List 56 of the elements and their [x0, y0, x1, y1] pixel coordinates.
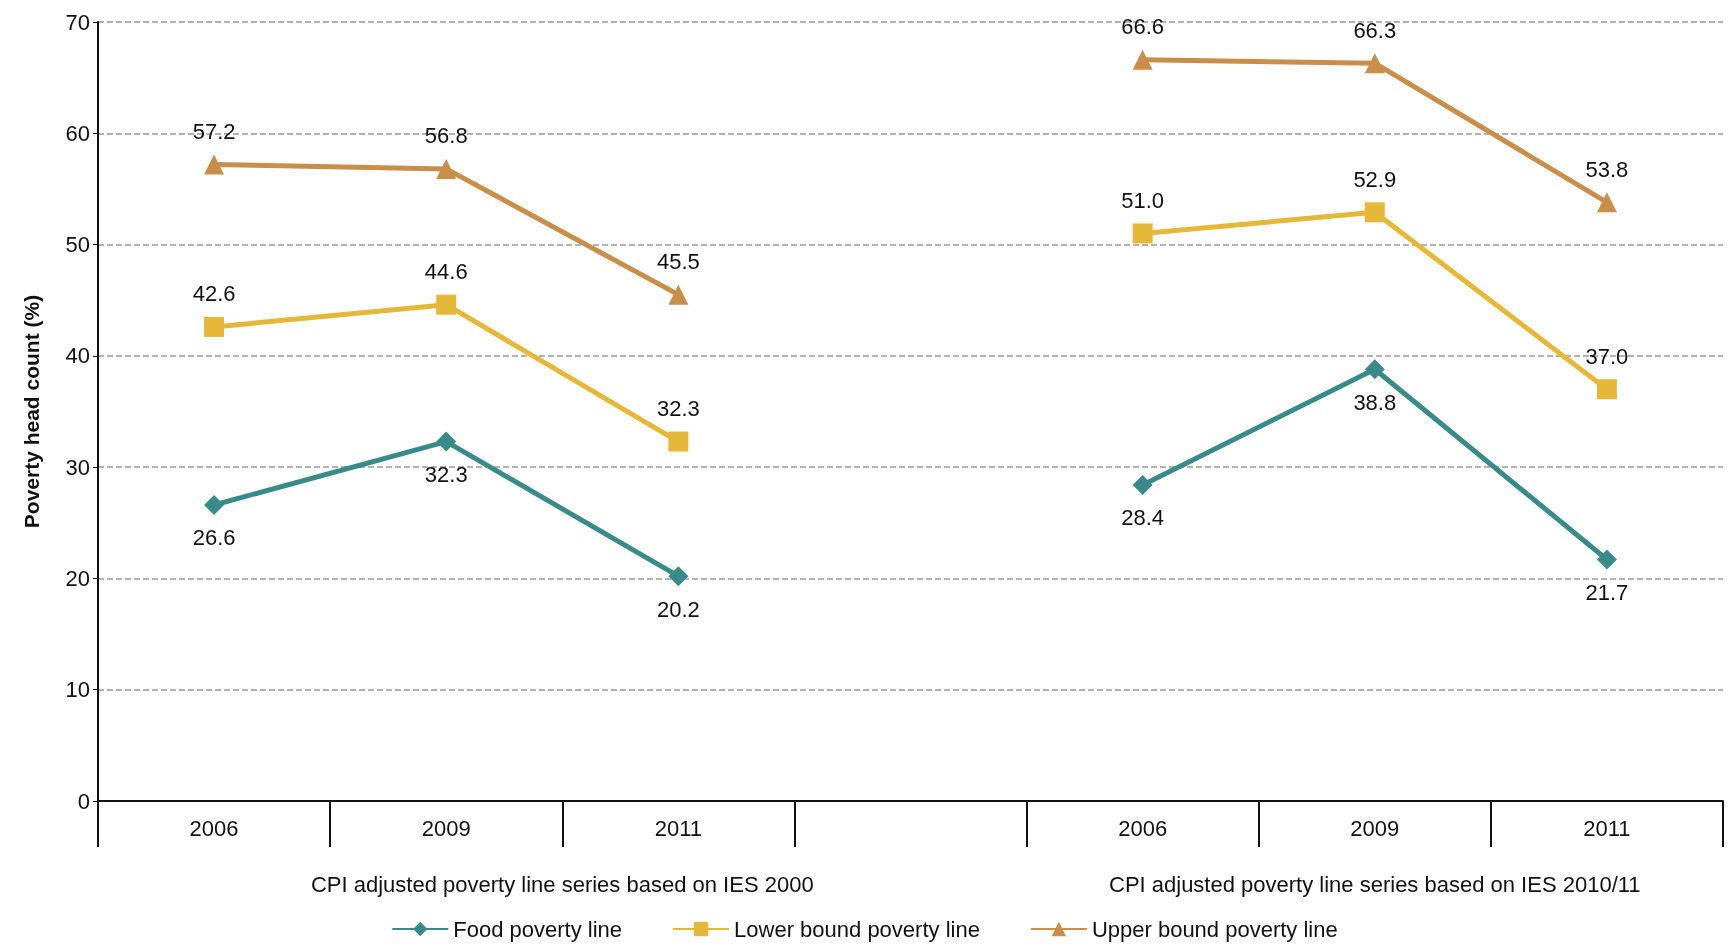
data-label: 26.6 [192, 525, 236, 551]
data-label: 53.8 [1585, 156, 1629, 182]
point [436, 294, 457, 315]
legend-label: Lower bound poverty line [734, 916, 980, 942]
data-label: 66.6 [1121, 14, 1165, 40]
legend-label: Upper bound poverty line [1091, 916, 1338, 942]
data-label: 32.3 [656, 396, 700, 422]
y-tick-label: 40 [65, 343, 90, 369]
point [204, 154, 225, 175]
x-tick-label: 2006 [1118, 815, 1168, 841]
text: CPI adjusted poverty line series based on IES 2000 [310, 871, 814, 897]
x-tick-label: 2011 [654, 815, 703, 841]
data-label: 42.6 [192, 281, 236, 307]
data-label: 20.2 [656, 596, 700, 622]
point [668, 566, 689, 587]
point [1132, 49, 1153, 70]
data-label: 66.3 [1353, 17, 1397, 43]
data-label: 52.9 [1353, 166, 1397, 192]
point [436, 431, 457, 452]
y-tick-label: 70 [65, 9, 90, 35]
data-label: 21.7 [1585, 580, 1629, 606]
point [1596, 379, 1617, 400]
x-tick-label: 2009 [421, 815, 471, 841]
data-label: 45.5 [656, 249, 700, 275]
y-axis-title: Poverty head count (%) [20, 294, 43, 529]
point [204, 316, 225, 337]
point [668, 431, 689, 452]
legend-label: Food poverty line [453, 916, 623, 942]
point [1364, 359, 1385, 380]
point [1364, 202, 1385, 223]
point [668, 284, 689, 305]
point [1596, 549, 1617, 570]
point [1132, 474, 1153, 495]
data-label: 44.6 [424, 259, 468, 285]
data-label: 56.8 [424, 123, 468, 149]
point [436, 158, 457, 179]
text: CPI adjusted poverty line series based on IES 2010/11 [1108, 871, 1641, 897]
data-label: 51.0 [1121, 187, 1165, 213]
x-tick-label: 2006 [189, 815, 239, 841]
point [1364, 53, 1385, 74]
x-tick-label: 2011 [1583, 815, 1631, 841]
point [1596, 192, 1617, 213]
data-label: 37.0 [1585, 343, 1629, 369]
data-label: 38.8 [1353, 389, 1397, 415]
y-tick-label: 10 [65, 677, 90, 703]
y-tick-label: 50 [65, 232, 90, 258]
data-label: 32.3 [424, 462, 468, 488]
y-tick-label: 60 [65, 120, 90, 146]
point [204, 494, 225, 515]
y-tick-label: 20 [65, 565, 90, 591]
y-tick-label: 0 [77, 788, 90, 814]
data-label: 57.2 [192, 118, 236, 144]
point [1132, 223, 1153, 244]
y-tick-label: 30 [65, 454, 90, 480]
x-tick-label: 2009 [1350, 815, 1400, 841]
data-label: 28.4 [1121, 505, 1165, 531]
